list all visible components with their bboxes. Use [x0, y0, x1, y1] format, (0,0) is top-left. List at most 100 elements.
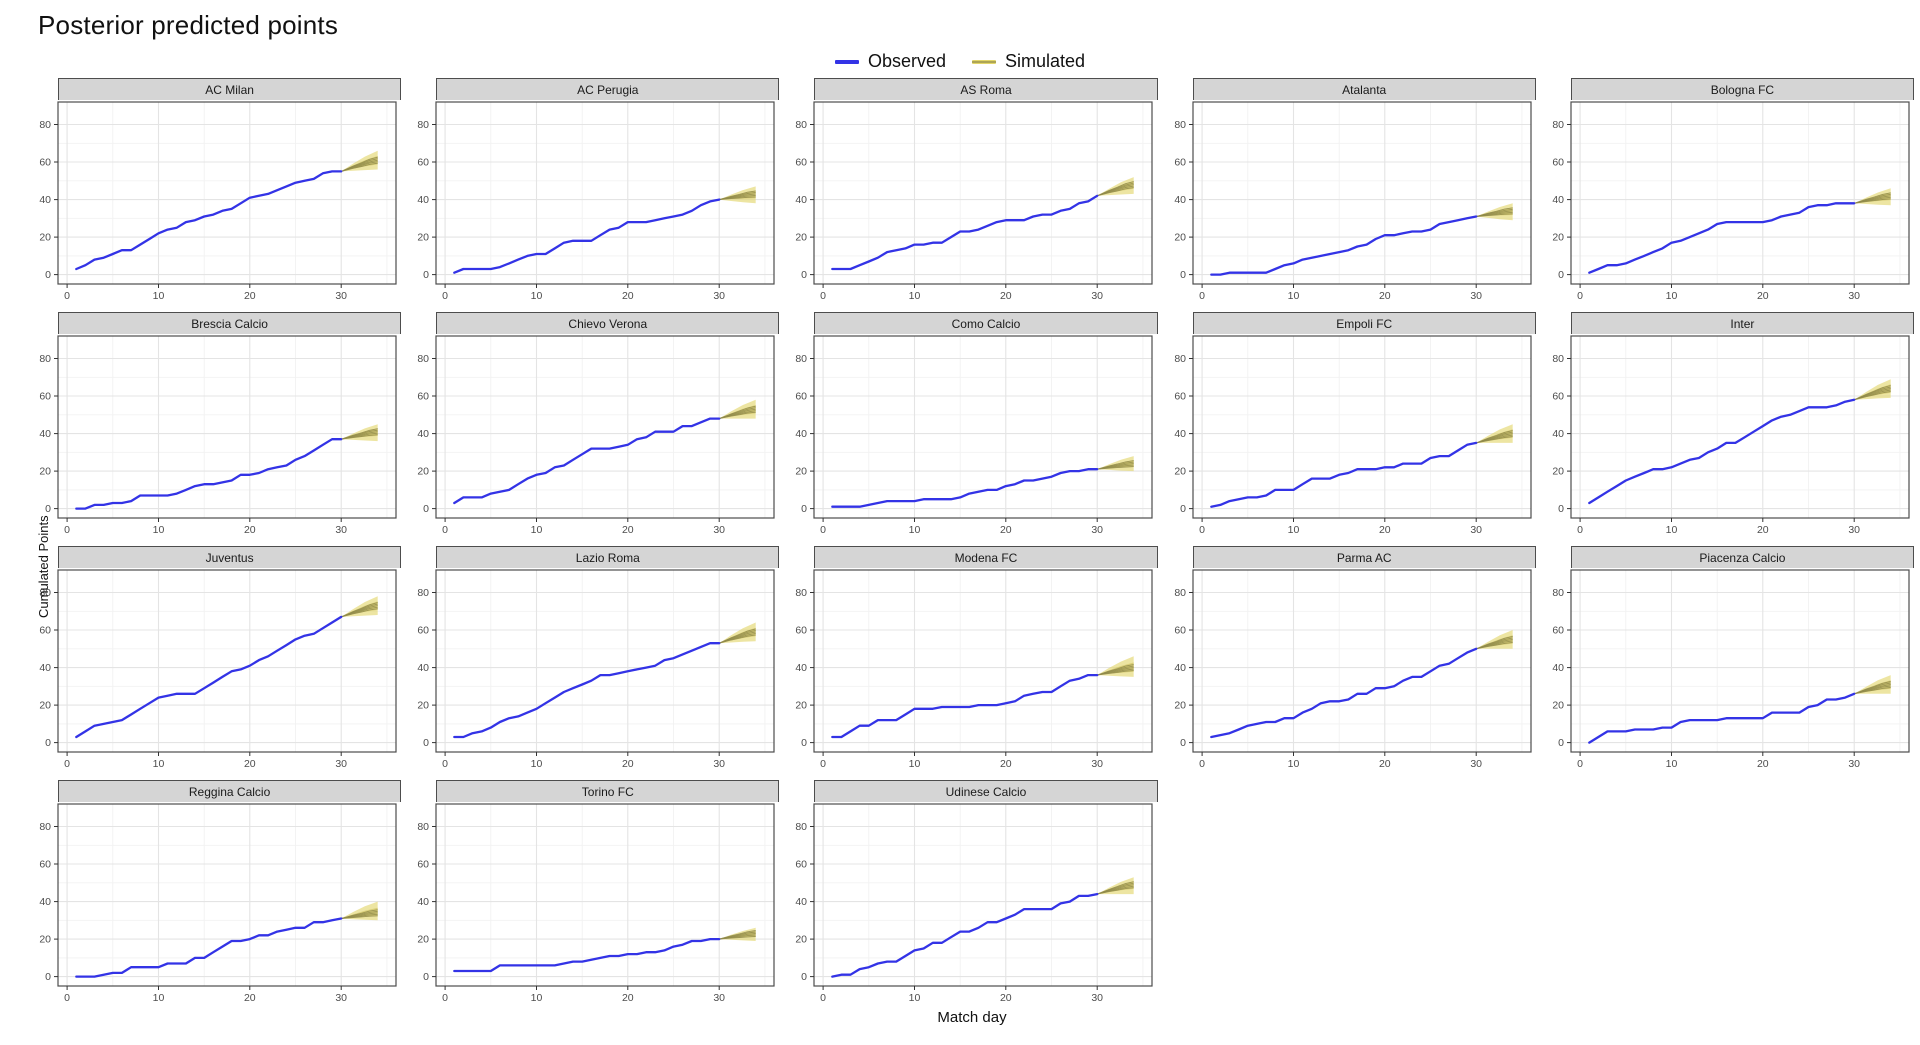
svg-text:20: 20 [622, 758, 634, 770]
svg-text:40: 40 [796, 194, 808, 206]
svg-text:30: 30 [1848, 290, 1860, 302]
y-axis-title: Cumulated Points [36, 515, 51, 618]
svg-text:0: 0 [802, 503, 808, 515]
svg-text:20: 20 [796, 700, 808, 712]
svg-text:40: 40 [418, 428, 430, 440]
facet-chart-chievo-verona: 0 20 40 60 80 0 10 20 30 [418, 335, 775, 536]
svg-text:80: 80 [418, 821, 430, 833]
svg-text:20: 20 [622, 992, 634, 1004]
svg-text:0: 0 [1577, 290, 1583, 302]
svg-text:10: 10 [531, 758, 543, 770]
facet-piacenza-calcio: Piacenza Calcio 0 20 40 60 80 0 10 20 30 [1543, 546, 1914, 773]
facet-ac-perugia: AC Perugia 0 20 40 60 80 0 10 20 30 [408, 78, 780, 305]
svg-text:40: 40 [1174, 428, 1186, 440]
svg-text:0: 0 [423, 503, 429, 515]
svg-text:60: 60 [418, 625, 430, 637]
facet-chart-juventus: 0 20 40 60 80 0 10 20 30 [39, 569, 397, 770]
svg-text:20: 20 [1174, 466, 1186, 478]
svg-text:20: 20 [418, 934, 430, 946]
facet-strip-as-roma: AS Roma [814, 78, 1158, 100]
legend-item-simulated: Simulated [972, 51, 1085, 72]
svg-text:10: 10 [909, 758, 921, 770]
svg-text:20: 20 [1379, 290, 1391, 302]
svg-text:20: 20 [244, 524, 256, 536]
svg-text:10: 10 [909, 290, 921, 302]
svg-text:30: 30 [1470, 758, 1482, 770]
svg-text:0: 0 [1199, 290, 1205, 302]
facet-strip-torino-fc: Torino FC [436, 780, 780, 802]
svg-text:40: 40 [39, 896, 51, 908]
svg-text:60: 60 [796, 157, 808, 169]
svg-text:40: 40 [39, 428, 51, 440]
svg-text:0: 0 [64, 758, 70, 770]
svg-text:20: 20 [1000, 758, 1012, 770]
svg-text:10: 10 [531, 524, 543, 536]
svg-text:20: 20 [39, 700, 51, 712]
svg-text:20: 20 [796, 934, 808, 946]
svg-text:20: 20 [1000, 290, 1012, 302]
svg-text:30: 30 [1092, 524, 1104, 536]
svg-text:30: 30 [1470, 290, 1482, 302]
svg-text:80: 80 [418, 353, 430, 365]
svg-text:80: 80 [796, 821, 808, 833]
svg-text:10: 10 [531, 290, 543, 302]
facet-bologna-fc: Bologna FC 0 20 40 60 80 0 10 20 30 [1543, 78, 1914, 305]
svg-text:0: 0 [1577, 758, 1583, 770]
facet-reggina-calcio: Reggina Calcio 0 20 40 60 80 0 10 20 30 [30, 780, 402, 1007]
svg-text:20: 20 [244, 290, 256, 302]
facet-strip-piacenza-calcio: Piacenza Calcio [1570, 546, 1914, 568]
svg-text:60: 60 [1174, 391, 1186, 403]
facet-udinese-calcio: Udinese Calcio 0 20 40 60 80 0 10 20 30 [786, 780, 1158, 1007]
svg-text:10: 10 [153, 992, 165, 1004]
svg-text:60: 60 [1552, 157, 1564, 169]
svg-text:80: 80 [796, 119, 808, 131]
svg-text:0: 0 [64, 992, 70, 1004]
svg-text:80: 80 [39, 119, 51, 131]
svg-text:30: 30 [1848, 758, 1860, 770]
legend-item-observed: Observed [834, 51, 946, 72]
svg-text:0: 0 [442, 290, 448, 302]
svg-text:80: 80 [39, 353, 51, 365]
svg-text:10: 10 [909, 992, 921, 1004]
svg-text:20: 20 [1552, 700, 1564, 712]
legend-simulated-label: Simulated [1005, 51, 1086, 71]
svg-text:40: 40 [39, 194, 51, 206]
svg-text:0: 0 [45, 737, 51, 749]
svg-text:0: 0 [64, 290, 70, 302]
svg-text:0: 0 [1199, 758, 1205, 770]
svg-text:0: 0 [64, 524, 70, 536]
svg-text:20: 20 [39, 232, 51, 244]
simulated-line-key-icon [972, 59, 996, 64]
facet-lazio-roma: Lazio Roma 0 20 40 60 80 0 10 20 30 [408, 546, 780, 773]
svg-text:60: 60 [39, 859, 51, 871]
facet-como-calcio: Como Calcio 0 20 40 60 80 0 10 20 30 [786, 312, 1158, 539]
svg-text:20: 20 [1757, 524, 1769, 536]
facet-chart-as-roma: 0 20 40 60 80 0 10 20 30 [796, 101, 1153, 302]
svg-text:40: 40 [1552, 428, 1564, 440]
svg-text:0: 0 [821, 524, 827, 536]
svg-text:10: 10 [531, 992, 543, 1004]
svg-text:0: 0 [821, 758, 827, 770]
svg-text:80: 80 [1552, 119, 1564, 131]
svg-text:10: 10 [153, 290, 165, 302]
svg-text:30: 30 [714, 992, 726, 1004]
svg-text:80: 80 [1174, 353, 1186, 365]
facet-chart-modena-fc: 0 20 40 60 80 0 10 20 30 [796, 569, 1153, 770]
facet-plot-area: Cumulated Points AC Milan 0 20 40 60 80 0 10 20 3… [30, 78, 1914, 1026]
svg-text:10: 10 [1665, 758, 1677, 770]
svg-text:20: 20 [796, 466, 808, 478]
svg-text:40: 40 [418, 194, 430, 206]
svg-text:20: 20 [796, 232, 808, 244]
svg-text:0: 0 [802, 971, 808, 983]
facet-chart-ac-perugia: 0 20 40 60 80 0 10 20 30 [418, 101, 775, 302]
svg-text:40: 40 [1552, 662, 1564, 674]
svg-text:40: 40 [1174, 662, 1186, 674]
facet-chart-piacenza-calcio: 0 20 40 60 80 0 10 20 30 [1552, 569, 1910, 770]
facet-chievo-verona: Chievo Verona 0 20 40 60 80 0 10 20 30 [408, 312, 780, 539]
facet-strip-modena-fc: Modena FC [814, 546, 1158, 568]
svg-text:0: 0 [1558, 737, 1564, 749]
svg-text:10: 10 [909, 524, 921, 536]
facet-chart-ac-milan: 0 20 40 60 80 0 10 20 30 [39, 101, 397, 302]
svg-text:60: 60 [39, 157, 51, 169]
observed-line-key-icon [834, 59, 859, 64]
